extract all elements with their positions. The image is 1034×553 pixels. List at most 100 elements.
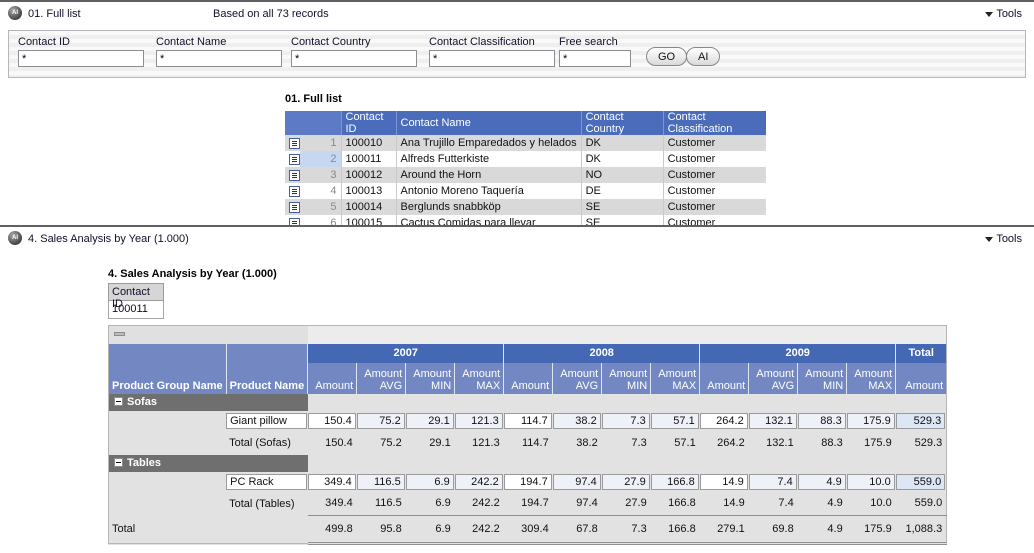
- pivot-value-cell: 27.9: [601, 472, 651, 492]
- panel1-tools-menu[interactable]: Tools: [985, 8, 1022, 20]
- cell-contact-country: DK: [580, 151, 664, 167]
- group-total-value: 57.1: [674, 436, 696, 449]
- column-header-contact-classification[interactable]: Contact Classification: [662, 111, 767, 135]
- collapse-group-icon[interactable]: [114, 458, 123, 467]
- grand-total-value: 309.4: [503, 515, 553, 545]
- cell-contact-classification: Customer: [662, 199, 767, 215]
- chevron-down-icon: [985, 237, 994, 242]
- pivot-value-cell: 57.1: [650, 411, 700, 431]
- filter-input-contact-country[interactable]: [291, 50, 417, 67]
- row-controls-cell: 6: [285, 215, 341, 225]
- filter-field: Contact ID: [18, 36, 144, 67]
- open-record-icon[interactable]: [289, 153, 300, 165]
- collapse-all-icon[interactable]: [114, 331, 125, 336]
- grand-total-value: 242.2: [454, 515, 504, 545]
- cell-contact-country: SE: [580, 199, 664, 215]
- column-header-contact-id[interactable]: Contact ID: [340, 111, 396, 135]
- group-total-value: 27.9: [625, 497, 647, 510]
- table-row[interactable]: 2 100011 Alfreds Futterkiste DK Customer: [285, 151, 767, 167]
- pivot-value-cell: 38.2: [552, 411, 602, 431]
- column-header-contact-country[interactable]: Contact Country: [580, 111, 664, 135]
- group-total-value: 6.9: [435, 497, 451, 510]
- group-total-value: 88.3: [821, 436, 843, 449]
- pivot-value-cell: 349.4: [307, 472, 357, 492]
- measure-header: Amount MAX: [454, 362, 504, 394]
- go-button[interactable]: GO: [646, 47, 688, 66]
- contacts-table: Contact ID Contact Name Contact Country Con…: [285, 111, 767, 225]
- filter-label: Contact Classification: [429, 36, 535, 48]
- group-total-value: 29.1: [429, 436, 451, 449]
- group-name-cell: [109, 411, 227, 431]
- group-total-value: 114.7: [521, 436, 549, 449]
- pivot-strip: [307, 325, 947, 344]
- row-controls-cell: 2: [285, 151, 341, 167]
- grand-total-value: 279.1: [699, 515, 749, 545]
- filter-input-free-search[interactable]: [559, 50, 631, 67]
- ai-button[interactable]: AI: [686, 47, 721, 66]
- open-record-icon[interactable]: [289, 169, 300, 181]
- cell-contact-classification: Customer: [662, 167, 767, 183]
- measure-header: Amount MIN: [797, 362, 847, 394]
- filter-input-contact-name[interactable]: [156, 50, 282, 67]
- filter-input-contact-id[interactable]: [18, 50, 144, 67]
- table-row[interactable]: 3 100012 Around the Horn NO Customer: [285, 167, 767, 183]
- cell-contact-country: DE: [580, 183, 664, 199]
- measure-header: Amount MAX: [846, 362, 896, 394]
- table-row[interactable]: 4 100013 Antonio Moreno Taquería DE Cust…: [285, 183, 767, 199]
- table-row[interactable]: 5 100014 Berglunds snabbköp SE Customer: [285, 199, 767, 215]
- pivot-value-cell: 10.0: [846, 472, 896, 492]
- cell-contact-classification: Customer: [662, 183, 767, 199]
- group-total-value: 121.3: [472, 436, 500, 449]
- open-record-icon[interactable]: [289, 201, 300, 213]
- panel1-record-count: Based on all 73 records: [213, 8, 329, 20]
- cell-contact-id: 100010: [340, 135, 396, 151]
- contact-id-filter: Contact ID 100011: [108, 283, 164, 319]
- measure-header: Amount AVG: [356, 362, 406, 394]
- table-title: 01. Full list: [285, 93, 342, 105]
- filter-input-contact-classification[interactable]: [429, 50, 555, 67]
- pivot-value-cell: 75.2: [356, 411, 406, 431]
- pivot-value-cell: 29.1: [405, 411, 455, 431]
- pivot-value-cell: 88.3: [797, 411, 847, 431]
- open-record-icon[interactable]: [289, 185, 300, 197]
- cell-contact-id: 100011: [340, 151, 396, 167]
- pivot-value-cell: 97.4: [552, 472, 602, 492]
- row-controls-cell: 3: [285, 167, 341, 183]
- group-total-value: 150.4: [325, 436, 353, 449]
- pivot-value-cell: 7.3: [601, 411, 651, 431]
- open-record-icon[interactable]: [289, 137, 300, 149]
- pivot-value-cell: 264.2: [699, 411, 749, 431]
- group-total-value: 349.4: [325, 497, 353, 510]
- pivot-value-cell: 14.9: [699, 472, 749, 492]
- collapse-group-icon[interactable]: [114, 397, 123, 406]
- open-record-icon[interactable]: [289, 217, 300, 225]
- chevron-down-icon: [985, 12, 994, 17]
- cell-contact-name: Around the Horn: [395, 167, 582, 183]
- pivot-rowheader-group: Product Group Name: [108, 343, 227, 394]
- measure-header: Amount MIN: [601, 362, 651, 394]
- group-total-value: 7.3: [631, 436, 647, 449]
- group-total-value: 97.4: [576, 497, 598, 510]
- app-logo-icon: AI: [8, 231, 22, 245]
- group-total-value: 242.2: [472, 497, 500, 510]
- pivot-value-cell: 114.7: [503, 411, 553, 431]
- measure-header: Amount: [503, 362, 553, 394]
- cell-contact-country: NO: [580, 167, 664, 183]
- table-row[interactable]: 6 100015 Cactus Comidas para llevar SE C…: [285, 215, 767, 225]
- cell-contact-country: DK: [580, 135, 664, 151]
- pivot-value-cell: 194.7: [503, 472, 553, 492]
- cell-contact-id: 100012: [340, 167, 396, 183]
- measure-header: Amount MAX: [650, 362, 700, 394]
- column-header-contact-name[interactable]: Contact Name: [395, 111, 582, 135]
- group-band-tables: Tables: [108, 454, 308, 472]
- group-total-value: 7.4: [778, 497, 794, 510]
- pivot-value-cell: 116.5: [356, 472, 406, 492]
- group-total-label: Total (Tables): [229, 497, 295, 510]
- grand-total-value: 166.8: [650, 515, 700, 545]
- analysis-title: 4. Sales Analysis by Year (1.000): [108, 268, 277, 280]
- group-total-total: 559.0: [914, 497, 943, 510]
- pivot-value-cell: 6.9: [405, 472, 455, 492]
- panel2-tools-menu[interactable]: Tools: [985, 233, 1022, 245]
- table-row[interactable]: 1 100010 Ana Trujillo Emparedados y hela…: [285, 135, 767, 151]
- sales-pivot-table: Product Group Name Product Name 2007 2008 2…: [108, 325, 948, 545]
